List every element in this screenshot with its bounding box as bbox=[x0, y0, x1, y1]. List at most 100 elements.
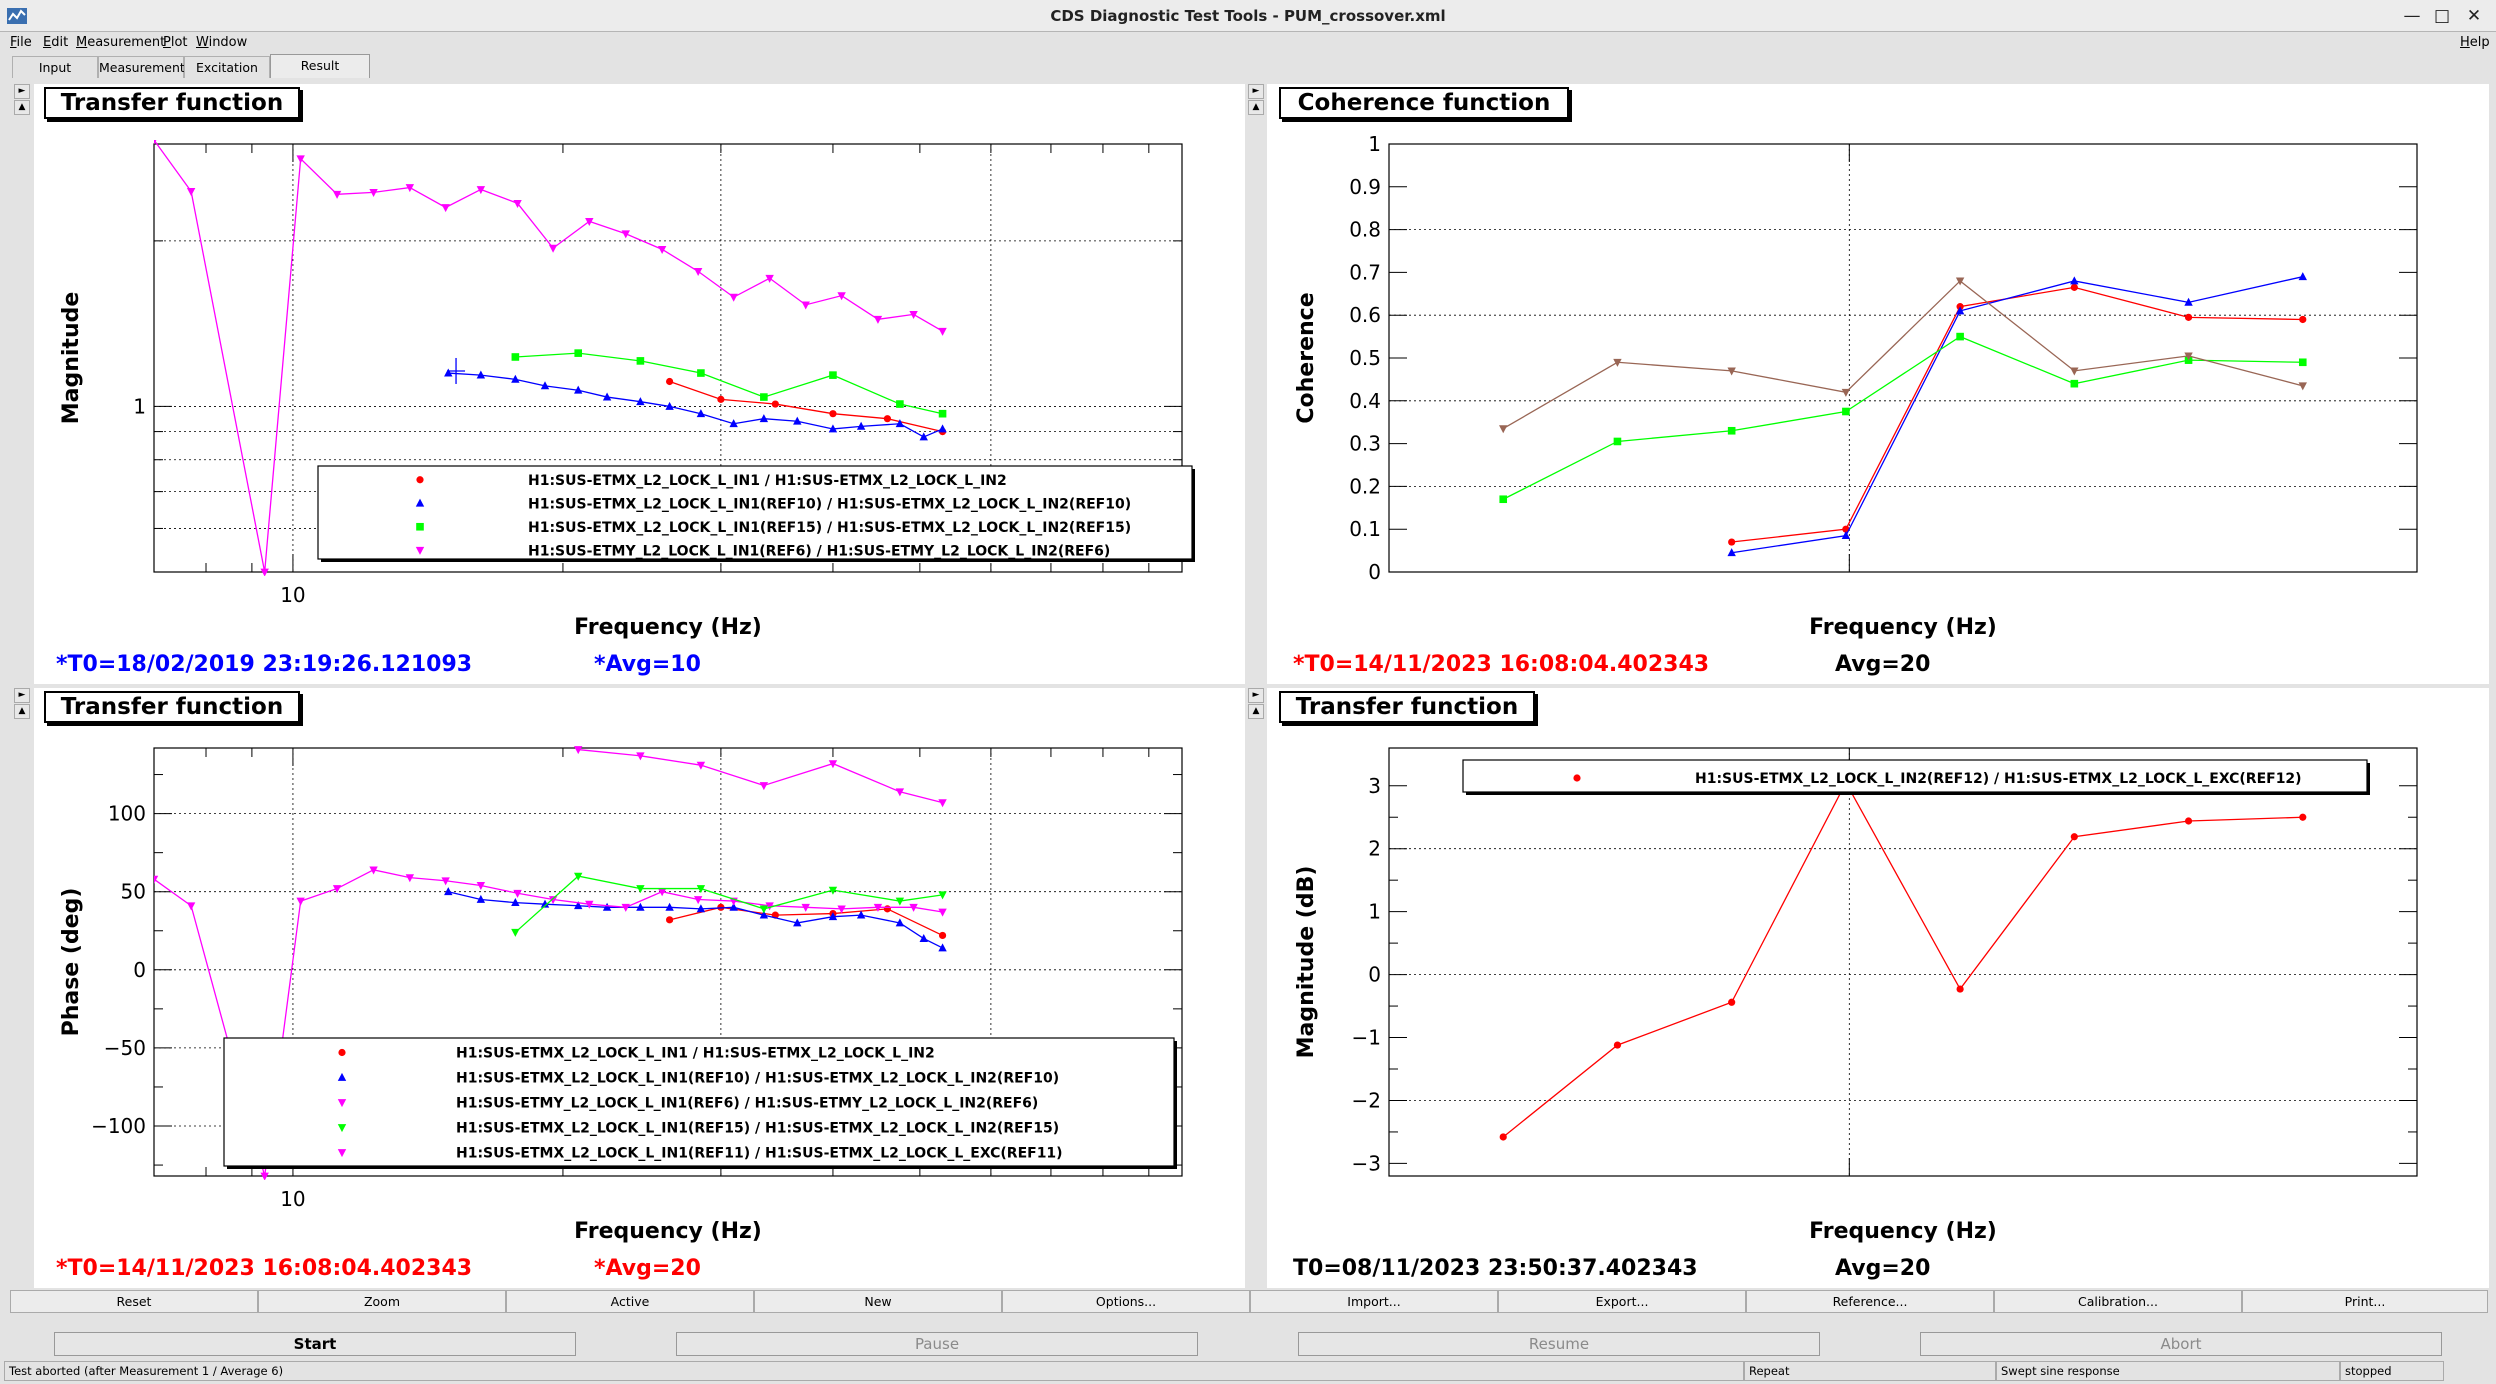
new-button[interactable]: New bbox=[754, 1290, 1002, 1313]
data-point bbox=[837, 292, 846, 301]
collapse-arrow-icon[interactable]: ▲ bbox=[1248, 704, 1264, 719]
series-line bbox=[1502, 280, 2303, 430]
import-button[interactable]: Import... bbox=[1250, 1290, 1498, 1313]
data-point bbox=[2070, 276, 2079, 285]
reference-button[interactable]: Reference... bbox=[1746, 1290, 1994, 1313]
data-point bbox=[693, 267, 703, 276]
tab-excitation[interactable]: Excitation bbox=[184, 56, 270, 78]
legend-label: H1:SUS-ETMX_L2_LOCK_L_IN1 / H1:SUS-ETMX_… bbox=[456, 1046, 935, 1062]
data-point bbox=[548, 244, 558, 253]
resume-button[interactable]: Resume bbox=[1298, 1332, 1820, 1356]
export-button[interactable]: Export... bbox=[1498, 1290, 1746, 1313]
expand-arrow-icon[interactable]: ► bbox=[1248, 84, 1264, 99]
data-point bbox=[1727, 367, 1736, 376]
legend: H1:SUS-ETMX_L2_LOCK_L_IN1 / H1:SUS-ETMX_… bbox=[223, 1037, 1177, 1169]
x-axis-label: Frequency (Hz) bbox=[574, 615, 762, 640]
collapse-arrow-icon[interactable]: ▲ bbox=[14, 704, 30, 719]
reset-button[interactable]: Reset bbox=[10, 1290, 258, 1313]
axis-ticks bbox=[1389, 748, 2417, 1176]
series-triangle-down bbox=[154, 866, 947, 1180]
collapse-arrow-icon[interactable]: ▲ bbox=[14, 100, 30, 115]
data-point bbox=[828, 424, 838, 433]
data-point bbox=[760, 393, 768, 401]
data-point bbox=[883, 415, 891, 423]
y-tick-label: 3 bbox=[1368, 774, 1381, 798]
legend-marker bbox=[337, 1149, 347, 1158]
data-point bbox=[585, 900, 594, 909]
data-point bbox=[801, 903, 810, 912]
print-button[interactable]: Print... bbox=[2242, 1290, 2488, 1313]
data-point bbox=[444, 887, 453, 896]
legend-label: H1:SUS-ETMX_L2_LOCK_L_IN1(REF10) / H1:SU… bbox=[456, 1071, 1059, 1087]
legend-label: H1:SUS-ETMX_L2_LOCK_L_IN2(REF12) / H1:SU… bbox=[1695, 771, 2302, 787]
data-point bbox=[441, 204, 450, 213]
pause-button[interactable]: Pause bbox=[676, 1332, 1198, 1356]
legend: H1:SUS-ETMX_L2_LOCK_L_IN2(REF12) / H1:SU… bbox=[1462, 759, 2370, 795]
data-point bbox=[2299, 315, 2307, 324]
tab-result[interactable]: Result bbox=[270, 54, 370, 78]
zoom-button[interactable]: Zoom bbox=[258, 1290, 506, 1313]
data-point bbox=[828, 912, 838, 921]
legend-marker bbox=[415, 498, 425, 507]
data-point bbox=[919, 432, 928, 441]
calibration-button[interactable]: Calibration... bbox=[1994, 1290, 2242, 1313]
y-tick-label: 1 bbox=[133, 394, 146, 418]
options-button[interactable]: Options... bbox=[1002, 1290, 1250, 1313]
data-point bbox=[697, 369, 705, 377]
menu-file[interactable]: File bbox=[10, 35, 32, 50]
data-point bbox=[793, 416, 802, 425]
data-point bbox=[873, 315, 883, 324]
control-bar: Start Pause Resume Abort bbox=[0, 1330, 2496, 1358]
maximize-icon[interactable]: □ bbox=[2433, 6, 2451, 26]
data-point bbox=[332, 190, 342, 199]
tab-input[interactable]: Input bbox=[12, 56, 98, 78]
menu-measurement[interactable]: Measurement bbox=[76, 35, 166, 50]
start-button[interactable]: Start bbox=[54, 1332, 576, 1356]
collapse-arrow-icon[interactable]: ▲ bbox=[1248, 100, 1264, 115]
data-point bbox=[938, 908, 947, 917]
menu-plot[interactable]: Plot bbox=[163, 35, 188, 50]
data-point bbox=[938, 931, 947, 940]
panel-coherence: Coherence function 0 0.1 0.2 0.3 0.4 0.5 0.6 0.… bbox=[1267, 84, 2489, 684]
data-point bbox=[636, 885, 645, 894]
data-point bbox=[574, 901, 583, 910]
data-point bbox=[513, 889, 522, 898]
data-point bbox=[2298, 358, 2307, 367]
data-point bbox=[759, 414, 769, 423]
close-icon[interactable]: ✕ bbox=[2466, 6, 2482, 26]
tf-magnitude-chart[interactable]: 1 10 Frequency (Hz) Magnitude H1:SUS-ETMX_L2… bbox=[34, 84, 1245, 644]
data-point bbox=[511, 353, 520, 361]
series-line bbox=[154, 869, 943, 1177]
coherence-chart[interactable]: 0 0.1 0.2 0.3 0.4 0.5 0.6 0.7 0.8 0.9 1 Frequency (… bbox=[1267, 84, 2489, 644]
abort-button[interactable]: Abort bbox=[1920, 1332, 2442, 1356]
x-axis-label: Frequency (Hz) bbox=[1809, 615, 1997, 640]
data-point bbox=[873, 903, 883, 912]
legend-marker bbox=[1573, 774, 1581, 782]
data-point bbox=[540, 381, 550, 390]
data-point bbox=[476, 186, 486, 195]
data-point bbox=[636, 902, 645, 911]
data-point bbox=[696, 904, 706, 913]
minimize-icon[interactable]: — bbox=[2403, 6, 2421, 26]
tab-measurement[interactable]: Measurement bbox=[98, 56, 185, 78]
series-line bbox=[1731, 286, 2303, 543]
data-point bbox=[729, 419, 738, 428]
axis-ticks bbox=[154, 143, 1182, 572]
tf-db-chart[interactable]: −3 −2 −1 0 1 2 3 Frequency (Hz) Magnitude (dB) H1… bbox=[1267, 688, 2489, 1248]
menu-help[interactable]: Help bbox=[2460, 35, 2490, 50]
menu-window[interactable]: Window bbox=[196, 35, 248, 50]
data-point bbox=[574, 746, 583, 755]
menu-edit[interactable]: Edit bbox=[43, 35, 69, 50]
data-point bbox=[896, 400, 904, 408]
data-point bbox=[1499, 425, 1508, 434]
expand-arrow-icon[interactable]: ► bbox=[14, 84, 30, 99]
expand-arrow-icon[interactable]: ► bbox=[1248, 688, 1264, 703]
data-point bbox=[369, 866, 378, 875]
expand-arrow-icon[interactable]: ► bbox=[14, 688, 30, 703]
legend: H1:SUS-ETMX_L2_LOCK_L_IN1 / H1:SUS-ETMX_… bbox=[317, 465, 1195, 562]
data-point bbox=[1841, 388, 1851, 397]
series-line bbox=[1502, 335, 2303, 500]
active-button[interactable]: Active bbox=[506, 1290, 754, 1313]
legend-label: H1:SUS-ETMY_L2_LOCK_L_IN1(REF6) / H1:SUS… bbox=[528, 543, 1110, 559]
tf-phase-chart[interactable]: −100 −50 0 50 100 10 Frequency (Hz) Phase (deg)… bbox=[34, 688, 1245, 1248]
